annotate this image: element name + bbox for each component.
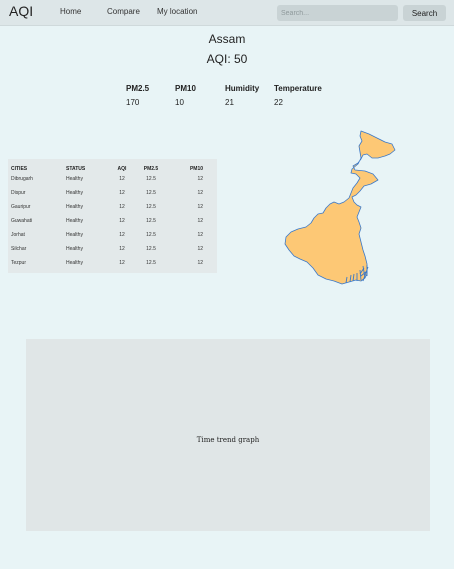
metric-label: PM2.5 <box>126 84 150 93</box>
city-table: CITIES STATUS AQI PM2.5 PM10 Dibrugarh H… <box>8 159 209 270</box>
pm25-cell: 12.5 <box>146 190 156 196</box>
table-row[interactable]: Gauripur Healthy 12 12.5 12 <box>8 200 209 214</box>
status-cell: Healthy <box>66 232 83 238</box>
table-row[interactable]: Guwahati Healthy 12 12.5 12 <box>8 214 209 228</box>
metric-label: PM10 <box>175 84 196 93</box>
region-map[interactable] <box>281 128 401 286</box>
table-row[interactable]: Silchar Healthy 12 12.5 12 <box>8 242 209 256</box>
metric-humidity: Humidity 21 <box>225 84 259 107</box>
trend-placeholder-label: Time trend graph <box>196 436 260 444</box>
table-row[interactable]: Dibrugarh Healthy 12 12.5 12 <box>8 172 209 186</box>
pm10-cell: 12 <box>197 246 203 252</box>
status-cell: Healthy <box>66 190 83 196</box>
city-cell: Dibrugarh <box>11 176 33 182</box>
pm25-cell: 12.5 <box>146 232 156 238</box>
metric-value: 170 <box>126 98 140 107</box>
pm25-cell: 12.5 <box>146 260 156 266</box>
column-header-cities[interactable]: CITIES <box>11 166 28 172</box>
column-header-pm10[interactable]: PM10 <box>189 166 203 172</box>
city-cell: Dispur <box>11 190 26 196</box>
map-region-shape[interactable] <box>284 130 396 285</box>
status-cell: Healthy <box>66 246 83 252</box>
aqi-cell: 12 <box>119 260 125 266</box>
table-row[interactable]: Dispur Healthy 12 12.5 12 <box>8 186 209 200</box>
metric-temperature: Temperature 22 <box>274 84 322 107</box>
navbar: AQI Home Compare My location Search <box>0 0 454 26</box>
column-header-aqi[interactable]: AQI <box>117 166 127 172</box>
metric-value: 21 <box>225 98 234 107</box>
city-cell: Guwahati <box>11 218 33 224</box>
status-cell: Healthy <box>66 176 83 182</box>
city-cell: Tezpur <box>11 260 27 266</box>
status-cell: Healthy <box>66 260 83 266</box>
map-delta-hatching <box>345 265 369 284</box>
pm25-cell: 12.5 <box>146 246 156 252</box>
pm25-cell: 12.5 <box>146 176 156 182</box>
metric-label: Humidity <box>225 84 260 93</box>
pm10-cell: 12 <box>197 232 203 238</box>
brand-logo[interactable]: AQI <box>9 3 34 19</box>
city-table-panel: CITIES STATUS AQI PM2.5 PM10 Dibrugarh H… <box>8 159 217 273</box>
pm25-cell: 12.5 <box>146 218 156 224</box>
metric-label: Temperature <box>274 84 322 93</box>
status-cell: Healthy <box>66 218 83 224</box>
pm25-cell: 12.5 <box>146 204 156 210</box>
aqi-cell: 12 <box>119 204 125 210</box>
status-cell: Healthy <box>66 204 83 210</box>
aqi-cell: 12 <box>119 176 125 182</box>
search-input[interactable] <box>277 5 398 21</box>
pm10-cell: 12 <box>197 190 203 196</box>
city-cell: Jorhat <box>11 232 25 238</box>
aqi-cell: 12 <box>119 232 125 238</box>
table-header-row: CITIES STATUS AQI PM2.5 PM10 <box>8 159 209 172</box>
pm10-cell: 12 <box>197 260 203 266</box>
metric-pm25: PM2.5 170 <box>126 84 149 107</box>
table-row[interactable]: Jorhat Healthy 12 12.5 12 <box>8 228 209 242</box>
table-row[interactable]: Tezpur Healthy 12 12.5 12 <box>8 256 209 270</box>
metric-value: 10 <box>175 98 184 107</box>
metric-pm10: PM10 10 <box>175 84 196 107</box>
aqi-cell: 12 <box>119 246 125 252</box>
nav-link-home[interactable]: Home <box>60 7 82 16</box>
pm10-cell: 12 <box>197 218 203 224</box>
pm10-cell: 12 <box>197 204 203 210</box>
aqi-value: AQI: 50 <box>206 52 248 66</box>
pm10-cell: 12 <box>197 176 203 182</box>
aqi-cell: 12 <box>119 218 125 224</box>
nav-link-compare[interactable]: Compare <box>107 7 140 16</box>
city-cell: Gauripur <box>11 204 31 210</box>
nav-link-my-location[interactable]: My location <box>157 7 198 16</box>
region-name: Assam <box>208 32 246 46</box>
column-header-pm25[interactable]: PM2.5 <box>143 166 159 172</box>
metric-value: 22 <box>274 98 283 107</box>
search-button[interactable]: Search <box>403 5 446 21</box>
column-header-status[interactable]: STATUS <box>66 166 86 172</box>
aqi-cell: 12 <box>119 190 125 196</box>
time-trend-graph: Time trend graph <box>26 339 430 531</box>
city-cell: Silchar <box>11 246 27 252</box>
